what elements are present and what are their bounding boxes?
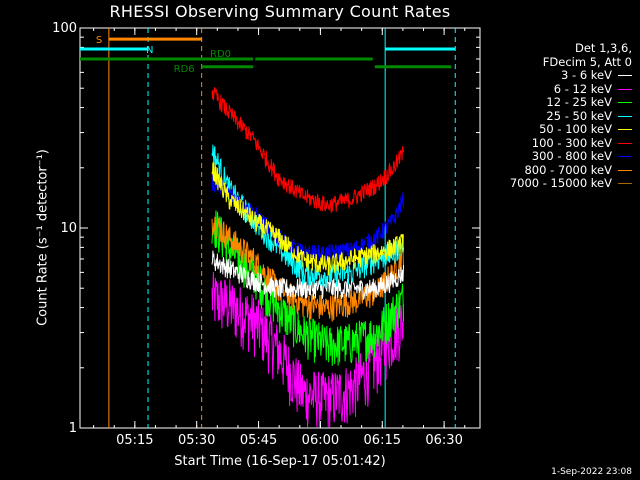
legend-item: 100 - 300 keV xyxy=(486,135,632,151)
legend-swatch xyxy=(618,156,632,158)
x-axis-label: Start Time (16-Sep-17 05:01:42) xyxy=(174,454,386,469)
series-line-800-7000-kev xyxy=(211,216,404,322)
y-tick-label: 10 xyxy=(60,221,77,236)
x-tick-label: 05:30 xyxy=(178,433,215,448)
legend-swatch xyxy=(618,129,632,131)
legend-swatch xyxy=(618,169,632,171)
x-tick-label: 06:30 xyxy=(425,433,462,448)
y-tick-label: 100 xyxy=(52,21,77,36)
legend-swatch xyxy=(618,75,632,77)
legend-label: 300 - 800 keV xyxy=(531,149,612,163)
legend-swatch xyxy=(618,183,632,185)
series-line-12-25-kev xyxy=(211,210,404,366)
legend-swatch xyxy=(618,115,632,117)
legend-label: 12 - 25 keV xyxy=(546,95,612,109)
legend-item: 6 - 12 keV xyxy=(486,81,632,97)
legend-swatch xyxy=(618,102,632,104)
legend-item: 50 - 100 keV xyxy=(486,122,632,137)
legend-item: 12 - 25 keV xyxy=(486,95,632,110)
x-tick-label: 06:00 xyxy=(302,433,339,448)
legend-label: 3 - 6 keV xyxy=(561,68,612,82)
legend-item: 3 - 6 keV xyxy=(486,68,632,83)
legend-label: 800 - 7000 keV xyxy=(524,162,612,177)
series-line-3-6-kev xyxy=(211,250,404,301)
series-line-100-300-kev xyxy=(211,87,404,214)
legend-item: 25 - 50 keV xyxy=(486,108,632,124)
legend-label: 6 - 12 keV xyxy=(553,81,612,96)
state-bar-label: RD6 xyxy=(174,64,195,75)
legend-item: 7000 - 15000 keV xyxy=(486,176,632,191)
legend: Det 1,3,6, FDecim 5, Att 0 3 - 6 keV 6 - … xyxy=(486,41,632,191)
x-tick-label: 05:15 xyxy=(116,433,153,448)
x-tick-label: 06:15 xyxy=(364,433,401,448)
legend-label: 7000 - 15000 keV xyxy=(509,176,612,190)
legend-item: 800 - 7000 keV xyxy=(486,162,632,178)
legend-swatch xyxy=(618,88,632,90)
series-line-50-100-kev xyxy=(211,162,404,276)
legend-header-settings: FDecim 5, Att 0 xyxy=(542,54,632,69)
chart-title: RHESSI Observing Summary Count Rates xyxy=(109,2,451,21)
legend-item: 300 - 800 keV xyxy=(486,149,632,164)
plot-frame xyxy=(79,27,481,429)
state-bar-label: S xyxy=(96,35,102,46)
legend-header-detectors: Det 1,3,6, xyxy=(574,41,632,55)
y-tick-label: 1 xyxy=(69,421,77,436)
legend-label: 25 - 50 keV xyxy=(546,108,612,123)
y-axis-label: Count Rate (s⁻¹ detector⁻¹) xyxy=(35,149,51,326)
footer-timestamp: 1-Sep-2022 23:08 xyxy=(551,467,632,477)
state-bar-label: N xyxy=(146,45,153,56)
legend-label: 50 - 100 keV xyxy=(539,122,612,136)
legend-swatch xyxy=(618,142,632,144)
x-tick-label: 05:45 xyxy=(240,433,277,448)
state-bar-label: RD0 xyxy=(210,49,231,60)
legend-label: 100 - 300 keV xyxy=(531,135,612,150)
